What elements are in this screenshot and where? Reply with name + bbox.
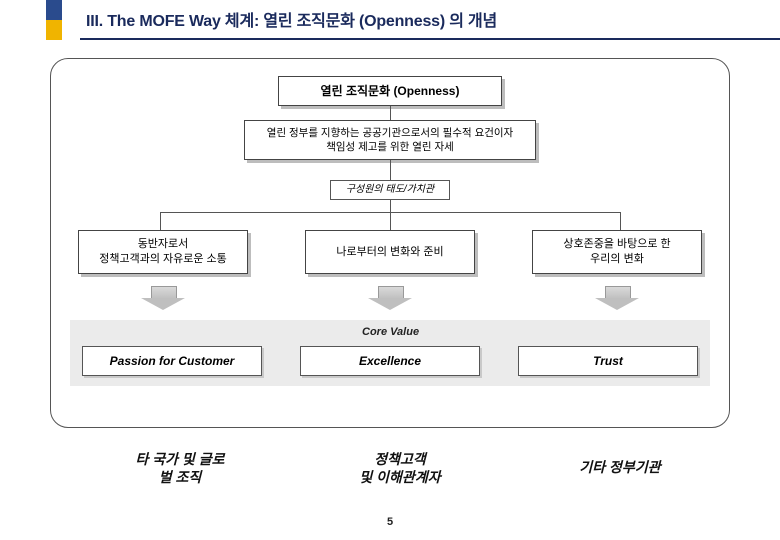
accent-bars — [46, 0, 62, 40]
pillar-box: 상호존중을 바탕으로 한 우리의 변화 — [532, 230, 702, 274]
accent-blue — [46, 0, 62, 20]
core-value-cell: Excellence — [300, 346, 480, 376]
core-value-title: Core Value — [362, 326, 419, 338]
connector-line — [390, 160, 391, 180]
tag-box: 구성원의 태도/가치관 — [330, 180, 450, 200]
connector-line — [160, 212, 161, 230]
connector-line — [620, 212, 621, 230]
arrow-down-icon — [360, 286, 420, 310]
page-number: 5 — [0, 516, 780, 528]
connector-line — [390, 106, 391, 120]
connector-line — [390, 212, 391, 230]
pillar-box: 나로부터의 변화와 준비 — [305, 230, 475, 274]
description-box: 열린 정부를 지향하는 공공기관으로서의 필수적 요건이자 책임성 제고를 위한… — [244, 120, 536, 160]
core-value-cell: Passion for Customer — [82, 346, 262, 376]
title-band: III. The MOFE Way 체계: 열린 조직문화 (Openness)… — [80, 0, 780, 40]
bottom-item: 타 국가 및 글로 벌 조직 — [100, 450, 260, 486]
arrow-down-icon — [587, 286, 647, 310]
bottom-item: 정책고객 및 이해관계자 — [320, 450, 480, 486]
arrow-down-icon — [133, 286, 193, 310]
accent-yellow — [46, 20, 62, 40]
connector-line — [390, 200, 391, 212]
core-value-cell: Trust — [518, 346, 698, 376]
bottom-item: 기타 정부기관 — [540, 458, 700, 476]
page-title: III. The MOFE Way 체계: 열린 조직문화 (Openness)… — [86, 7, 497, 31]
pillar-box: 동반자로서 정책고객과의 자유로운 소통 — [78, 230, 248, 274]
header-box: 열린 조직문화 (Openness) — [278, 76, 502, 106]
